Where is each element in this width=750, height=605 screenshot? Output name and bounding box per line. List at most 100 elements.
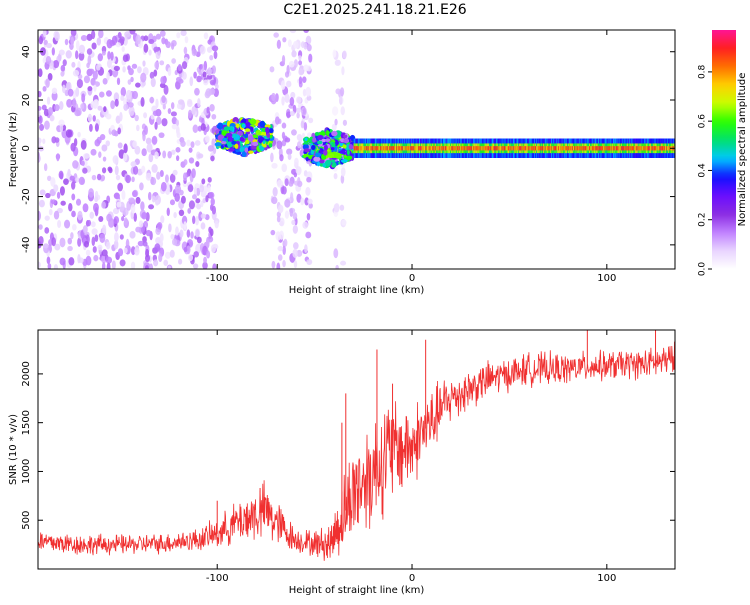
spectrogram-cell (178, 258, 183, 265)
spectrogram-cell (193, 251, 199, 258)
spectrogram-cell (314, 152, 322, 158)
spectrogram-cell (286, 111, 292, 118)
spectrogram-cell (147, 191, 152, 201)
spectrogram-cell (341, 66, 345, 76)
spectrogram-cell (70, 232, 74, 240)
spectrogram-cell (72, 224, 77, 231)
spectrogram-cell (249, 118, 257, 125)
spectrogram-cell (93, 202, 99, 213)
spectrogram-cell (67, 168, 71, 177)
spectrogram-cell (188, 157, 195, 164)
spectrogram-cell (255, 130, 262, 136)
spectrogram-cell (208, 191, 215, 199)
spectrogram-cell (225, 132, 233, 138)
colorbar-tick-label: 0.4 (698, 163, 708, 178)
spectrogram-cell (270, 152, 274, 163)
spectrogram-cell (264, 124, 271, 128)
spectrogram-cell (179, 229, 184, 238)
spectrogram-cell (68, 257, 75, 266)
spectrogram-cell (98, 215, 104, 222)
spectrogram-cell (188, 254, 194, 262)
spectrogram-cell (51, 87, 58, 94)
spectrogram-cell (70, 36, 75, 47)
spectrogram-cell (195, 229, 200, 238)
spectrogram-cell (75, 87, 80, 97)
spectrogram-cell (203, 256, 207, 264)
spectrogram-cell (189, 76, 194, 87)
spectrogram-cell (56, 191, 61, 199)
spectrogram-cell (127, 79, 132, 85)
spectrogram-cell (61, 84, 66, 94)
spectrogram-cell (303, 30, 310, 34)
spectrogram-cell (87, 86, 93, 92)
spectrogram-cell (167, 265, 172, 269)
spectrogram-cell (93, 254, 99, 262)
snr-xlabel: Height of straight line (km) (289, 585, 425, 596)
spectrogram-cell (71, 181, 76, 190)
spectrogram-cell (162, 103, 166, 110)
spectrogram-cell (304, 244, 308, 253)
spectrogram-cell (317, 140, 323, 145)
spectrogram-cell (307, 132, 312, 138)
spectrogram-cell (124, 31, 131, 38)
spectrogram-cell (106, 213, 113, 222)
spectrogram-cell (289, 97, 295, 106)
spectrogram-cell (314, 131, 320, 136)
spectrogram-cell (167, 108, 172, 114)
spectrogram-cell (90, 221, 96, 228)
spectrogram-cell (135, 226, 142, 233)
spectrogram-cell (289, 30, 297, 34)
spectrogram-cell (115, 174, 121, 181)
spectrogram-cell (209, 54, 214, 61)
spectrogram-cell (120, 87, 127, 97)
spectrogram-cell (97, 53, 103, 62)
spectrogram-cell (331, 162, 337, 168)
spectrogram-cell (325, 130, 330, 136)
spectrogram-cell (90, 101, 96, 109)
spectrogram-cell (188, 200, 196, 210)
spectrogram-cell (70, 30, 77, 37)
spectrogram-cell (43, 108, 49, 117)
spectrogram-cell (85, 249, 91, 256)
spectrogram-cell (284, 210, 290, 219)
spectrogram-cell (171, 124, 178, 130)
spectrogram-cell (38, 110, 41, 118)
spectrogram-cell (75, 50, 79, 60)
spectrogram-cell (170, 111, 177, 117)
snr-xtick-label: -100 (206, 573, 229, 584)
spectrogram-cell (131, 190, 138, 198)
spectrogram-cell (97, 105, 103, 111)
spectrogram-cell (203, 79, 209, 86)
spectrogram-cell (148, 153, 154, 163)
spectrogram-cell (239, 143, 244, 147)
spectrogram-cell (244, 121, 251, 129)
spectrogram-cell (43, 163, 48, 172)
spectrogram-cell (125, 89, 132, 100)
spectrogram-cell (91, 42, 97, 50)
spectrogram-cell (311, 144, 316, 150)
spectrogram-cell (140, 97, 145, 107)
spectrogram-cell (331, 158, 335, 163)
spectrogram-cell (252, 134, 259, 139)
spectrogram-cell (183, 159, 188, 166)
spectrogram-cell (158, 132, 165, 139)
spectrogram-cell (64, 38, 69, 46)
spectrogram-cell (293, 40, 299, 49)
spectrogram-cell (38, 115, 43, 125)
spectrogram-cell (222, 137, 228, 142)
spectrogram-cell (305, 186, 311, 196)
spectrogram-cell (42, 30, 47, 38)
spectrogram-region-5 (353, 138, 675, 158)
spectrogram-cell (180, 140, 186, 148)
spectrogram-cell (98, 151, 102, 159)
spectrogram-cell (46, 43, 53, 49)
spectrogram-cell (106, 59, 112, 69)
spectrogram-cell (218, 130, 223, 136)
spectrogram-cell (211, 65, 217, 74)
spectrogram-cell (78, 52, 85, 61)
spectrogram-cell (286, 148, 293, 155)
spectrogram-cell (210, 203, 214, 211)
spectrogram-cell (83, 240, 90, 248)
spectrogram-cell (160, 181, 167, 192)
spectrogram-cell (207, 176, 212, 183)
